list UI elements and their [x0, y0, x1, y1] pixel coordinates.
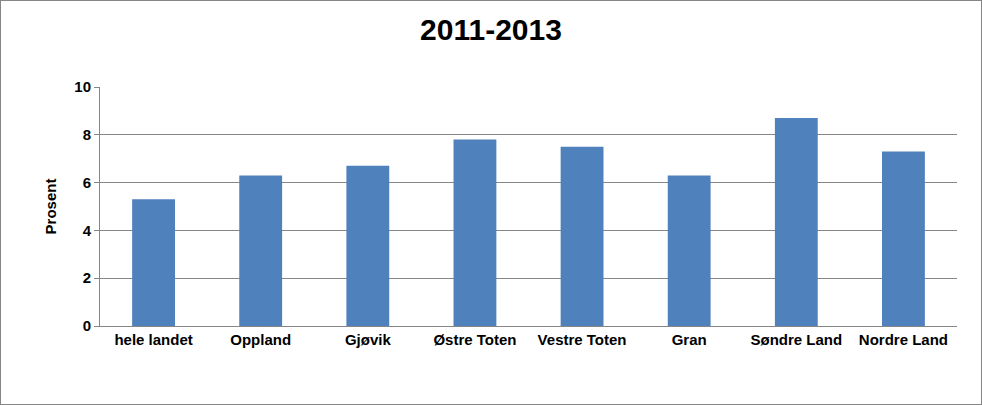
svg-text:Prosent: Prosent: [42, 179, 59, 235]
svg-text:2011-2013: 2011-2013: [420, 13, 562, 46]
svg-text:Oppland: Oppland: [230, 331, 291, 348]
svg-text:4: 4: [83, 222, 92, 239]
svg-text:6: 6: [83, 174, 91, 191]
svg-text:8: 8: [83, 126, 91, 143]
svg-text:Søndre Land: Søndre Land: [750, 331, 842, 348]
svg-text:0: 0: [83, 317, 91, 334]
svg-text:2: 2: [83, 269, 91, 286]
svg-text:Østre Toten: Østre Toten: [433, 331, 516, 348]
svg-text:Vestre Toten: Vestre Toten: [538, 331, 627, 348]
svg-text:hele landet: hele landet: [114, 331, 192, 348]
svg-text:Gran: Gran: [672, 331, 707, 348]
svg-text:Gjøvik: Gjøvik: [345, 331, 392, 348]
svg-text:Nordre Land: Nordre Land: [859, 331, 948, 348]
svg-text:10: 10: [74, 78, 91, 95]
